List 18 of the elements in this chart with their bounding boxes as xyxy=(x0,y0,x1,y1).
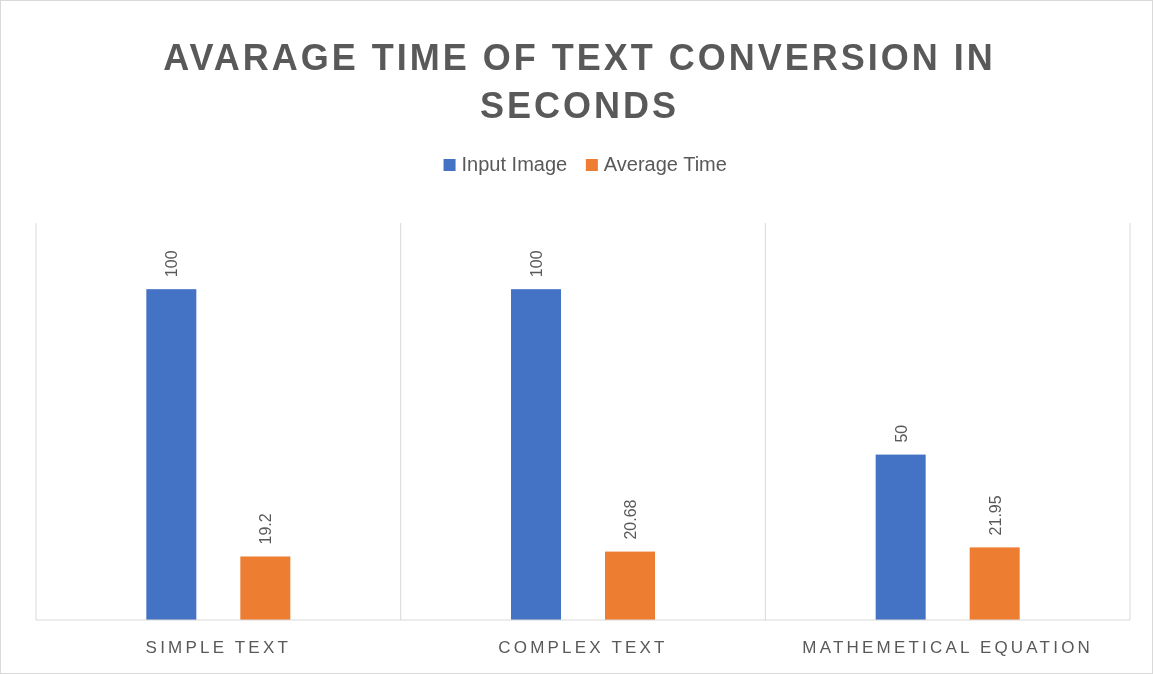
bar xyxy=(146,289,197,620)
bar xyxy=(875,454,926,620)
chart-title: AVARAGE TIME OF TEXT CONVERSION IN SECONDS xyxy=(163,37,996,126)
data-label: 19.2 xyxy=(257,513,275,545)
bar xyxy=(240,556,291,620)
x-tick-label: COMPLEX TEXT xyxy=(498,638,668,657)
bar xyxy=(969,547,1020,620)
x-tick-label: MATHEMETICAL EQUATION xyxy=(802,638,1094,657)
legend-label: Average Time xyxy=(603,153,727,175)
x-tick-label: SIMPLE TEXT xyxy=(145,638,292,657)
data-label: 100 xyxy=(528,250,545,278)
data-label: 50 xyxy=(892,424,910,443)
data-label: 20.68 xyxy=(622,499,639,540)
bar xyxy=(605,551,655,620)
data-label: 21.95 xyxy=(986,495,1004,536)
bar xyxy=(511,289,561,620)
legend-label: Input Image xyxy=(461,153,568,175)
data-label: 100 xyxy=(163,250,181,278)
